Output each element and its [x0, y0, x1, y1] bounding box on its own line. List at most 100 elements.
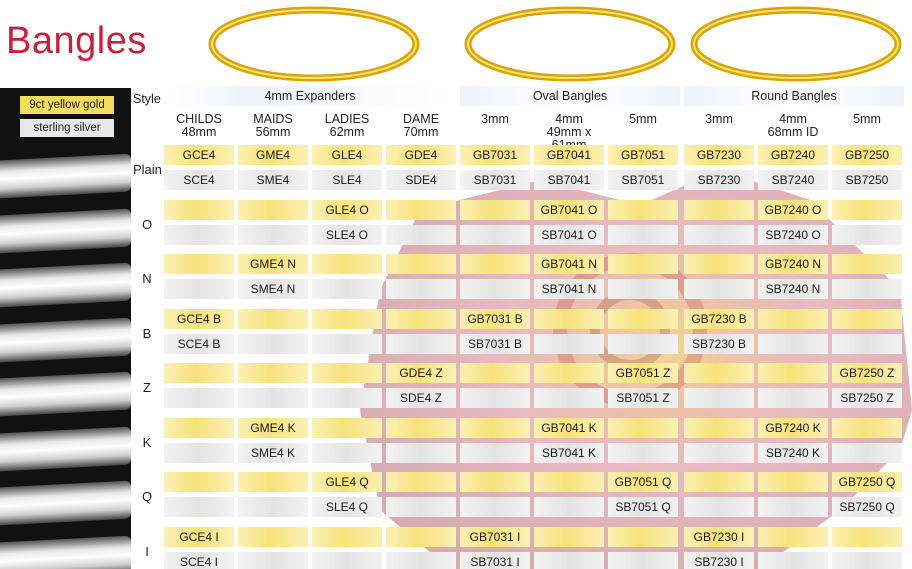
- silver-code-cell: [534, 497, 604, 517]
- silver-code-cell: [832, 442, 902, 463]
- silver-code-cell: SME4 K: [238, 442, 308, 463]
- gold-code-cell: GB7031 I: [460, 526, 530, 547]
- row-label: Plain: [133, 162, 162, 177]
- style-header: Style: [133, 92, 161, 106]
- column-header-line1: 4mm: [555, 112, 583, 126]
- column-header: 5mm: [832, 113, 902, 126]
- legend-gold: 9ct yellow gold: [20, 96, 114, 114]
- column-header: DAME 70mm: [386, 113, 456, 139]
- gold-code-cell: [164, 363, 234, 383]
- silver-code-cell: SB7250: [832, 170, 902, 190]
- bangle-pattern-swatch: [0, 426, 131, 471]
- row-label: O: [141, 216, 153, 232]
- silver-code-cell: [386, 497, 456, 517]
- silver-code-cell: [684, 497, 754, 517]
- gold-code-cell: [386, 308, 456, 329]
- silver-code-cell: [164, 442, 234, 463]
- gold-code-cell: [832, 417, 902, 438]
- column-header: LADIES 62mm: [312, 113, 382, 139]
- silver-code-cell: [164, 388, 234, 408]
- column-header-line2: 48mm: [181, 125, 217, 139]
- silver-code-cell: [238, 497, 308, 517]
- gold-code-cell: [608, 417, 678, 438]
- silver-code-cell: [312, 551, 382, 569]
- gold-code-cell: GB7230: [684, 145, 754, 165]
- gold-code-cell: [534, 308, 604, 329]
- silver-code-cell: SB7240: [758, 170, 828, 190]
- row-label: N: [142, 271, 152, 286]
- column-header-line2: 62mm: [329, 125, 365, 139]
- silver-code-cell: SB7041 N: [534, 279, 604, 299]
- column-header-line1: LADIES: [324, 112, 370, 126]
- row-label: K: [142, 434, 152, 450]
- gold-code-cell: GB7031: [460, 145, 530, 165]
- gold-code-cell: [758, 308, 828, 329]
- silver-code-cell: SB7250 Q: [832, 497, 902, 517]
- bangle-pattern-swatch: [0, 208, 131, 253]
- gold-code-cell: [534, 363, 604, 383]
- column-header: 5mm: [608, 113, 678, 126]
- silver-code-cell: [534, 551, 604, 569]
- row-label: Q: [141, 489, 153, 504]
- gold-code-cell: GLE4 Q: [312, 472, 382, 492]
- bangle-photo-expander: [208, 6, 420, 82]
- silver-code-cell: SB7240 N: [758, 279, 828, 299]
- gold-code-cell: [684, 417, 754, 438]
- column-header-line1: DAME: [402, 112, 440, 126]
- gold-code-cell: GB7041 O: [534, 199, 604, 220]
- gold-code-cell: [312, 254, 382, 274]
- silver-code-cell: SB7230 I: [684, 551, 754, 569]
- column-header-line2: 68mm ID: [767, 125, 819, 139]
- gold-code-cell: GB7240 K: [758, 417, 828, 438]
- silver-code-cell: [832, 279, 902, 299]
- silver-code-cell: [312, 279, 382, 299]
- gold-code-cell: [608, 526, 678, 547]
- gold-code-cell: [312, 363, 382, 383]
- silver-code-cell: [758, 497, 828, 517]
- gold-code-cell: [534, 472, 604, 492]
- bangle-pattern-swatch: [0, 371, 131, 417]
- gold-code-cell: [832, 526, 902, 547]
- silver-code-cell: SME4: [238, 170, 308, 190]
- gold-code-cell: [460, 254, 530, 274]
- gold-code-cell: [238, 199, 308, 220]
- silver-code-cell: [684, 224, 754, 245]
- gold-code-cell: [312, 526, 382, 547]
- silver-code-cell: [386, 442, 456, 463]
- column-header-line1: 4mm: [779, 112, 807, 126]
- gold-code-cell: [684, 363, 754, 383]
- silver-code-cell: [460, 224, 530, 245]
- silver-code-cell: SLE4: [312, 170, 382, 190]
- gold-code-cell: [534, 526, 604, 547]
- gold-code-cell: [312, 417, 382, 438]
- silver-code-cell: [832, 333, 902, 354]
- gold-code-cell: [386, 472, 456, 492]
- silver-code-cell: [758, 388, 828, 408]
- bangle-pattern-swatch: [0, 317, 131, 362]
- column-header: MAIDS 56mm: [238, 113, 308, 139]
- gold-code-cell: [460, 472, 530, 492]
- gold-code-cell: [608, 308, 678, 329]
- gold-code-cell: GB7051 Z: [608, 363, 678, 383]
- silver-code-cell: [312, 388, 382, 408]
- silver-code-cell: [164, 224, 234, 245]
- silver-code-cell: [460, 442, 530, 463]
- silver-code-cell: SLE4 Q: [312, 497, 382, 517]
- silver-code-cell: SB7051: [608, 170, 678, 190]
- silver-code-cell: SDE4: [386, 170, 456, 190]
- gold-code-cell: GB7250 Z: [832, 363, 902, 383]
- silver-code-cell: [684, 388, 754, 408]
- gold-code-cell: GB7041 K: [534, 417, 604, 438]
- silver-code-cell: SB7041: [534, 170, 604, 190]
- column-header-line1: CHILDS: [176, 112, 222, 126]
- silver-code-cell: SB7051 Z: [608, 388, 678, 408]
- gold-code-cell: GCE4: [164, 145, 234, 165]
- silver-code-cell: SB7031 I: [460, 551, 530, 569]
- silver-code-cell: SCE4 I: [164, 551, 234, 569]
- bangle-pattern-swatch: [0, 153, 131, 199]
- gold-code-cell: GB7250: [832, 145, 902, 165]
- gold-code-cell: GB7041: [534, 145, 604, 165]
- column-header-line2: 70mm: [403, 125, 439, 139]
- silver-code-cell: [238, 333, 308, 354]
- group-oval: Oval Bangles: [460, 86, 680, 106]
